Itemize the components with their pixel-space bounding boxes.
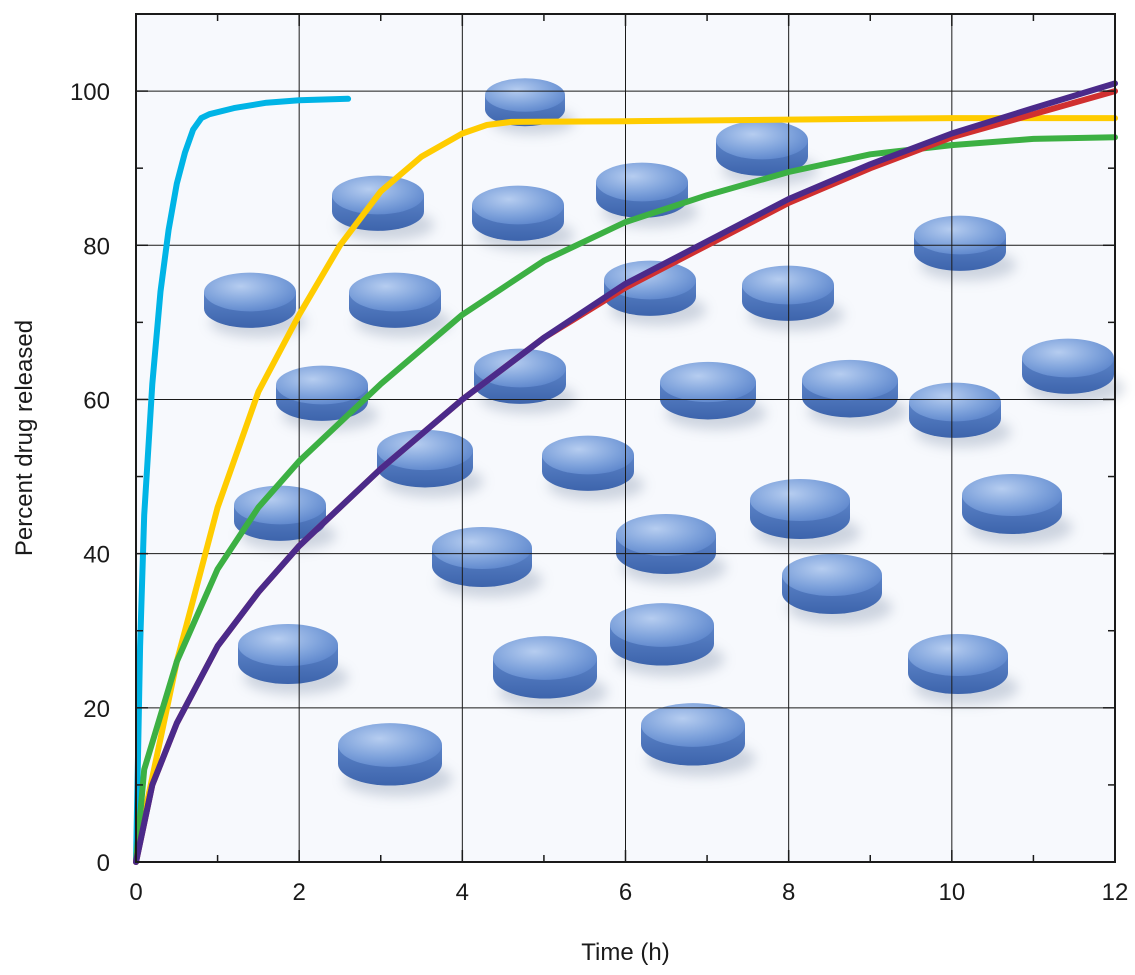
series-line-1 — [133, 95, 352, 865]
tablet — [909, 382, 1012, 448]
tablet — [962, 474, 1073, 545]
tablet — [908, 634, 1019, 705]
x-tick-label: 10 — [938, 879, 965, 906]
x-tick-label: 8 — [782, 879, 795, 906]
x-tick-label: 0 — [129, 879, 142, 906]
tablet — [782, 554, 893, 625]
tablet — [616, 514, 727, 585]
tablet — [610, 603, 725, 677]
tablet — [914, 215, 1017, 281]
axis-ticks: 0 2 4 6 8 10 12 0 20 40 60 80 100 — [70, 13, 1129, 906]
tablet — [472, 185, 575, 251]
tablet — [542, 435, 645, 501]
y-tick-label: 80 — [83, 233, 110, 260]
tablet — [641, 703, 756, 777]
tablet — [802, 359, 909, 428]
tablet — [338, 723, 453, 797]
y-tick-label: 20 — [83, 696, 110, 723]
tablet — [493, 636, 608, 710]
tablet — [432, 527, 543, 598]
tablet — [716, 120, 819, 186]
tablet — [349, 272, 452, 338]
x-tick-label: 12 — [1102, 879, 1129, 906]
tablet — [660, 361, 767, 430]
x-tick-label: 6 — [619, 879, 632, 906]
tablet — [204, 272, 307, 338]
series-line-5 — [133, 80, 1118, 865]
grid — [136, 14, 1115, 862]
tablet — [742, 265, 845, 331]
tablet — [750, 479, 861, 550]
tablet — [377, 429, 484, 498]
tablet — [238, 624, 349, 695]
x-tick-label: 2 — [292, 879, 305, 906]
release-curves — [133, 80, 1118, 865]
y-axis-label: Percent drug released — [11, 320, 38, 556]
x-axis-label: Time (h) — [581, 939, 669, 966]
y-tick-label: 60 — [83, 387, 110, 414]
y-tick-label: 100 — [70, 79, 110, 106]
tablet — [1022, 338, 1125, 404]
y-tick-label: 40 — [83, 542, 110, 569]
y-tick-label: 0 — [97, 850, 110, 877]
x-tick-label: 4 — [456, 879, 469, 906]
